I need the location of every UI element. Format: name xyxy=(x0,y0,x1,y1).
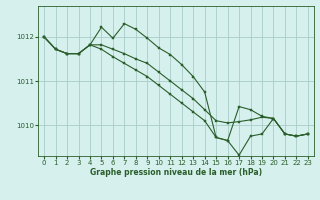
X-axis label: Graphe pression niveau de la mer (hPa): Graphe pression niveau de la mer (hPa) xyxy=(90,168,262,177)
